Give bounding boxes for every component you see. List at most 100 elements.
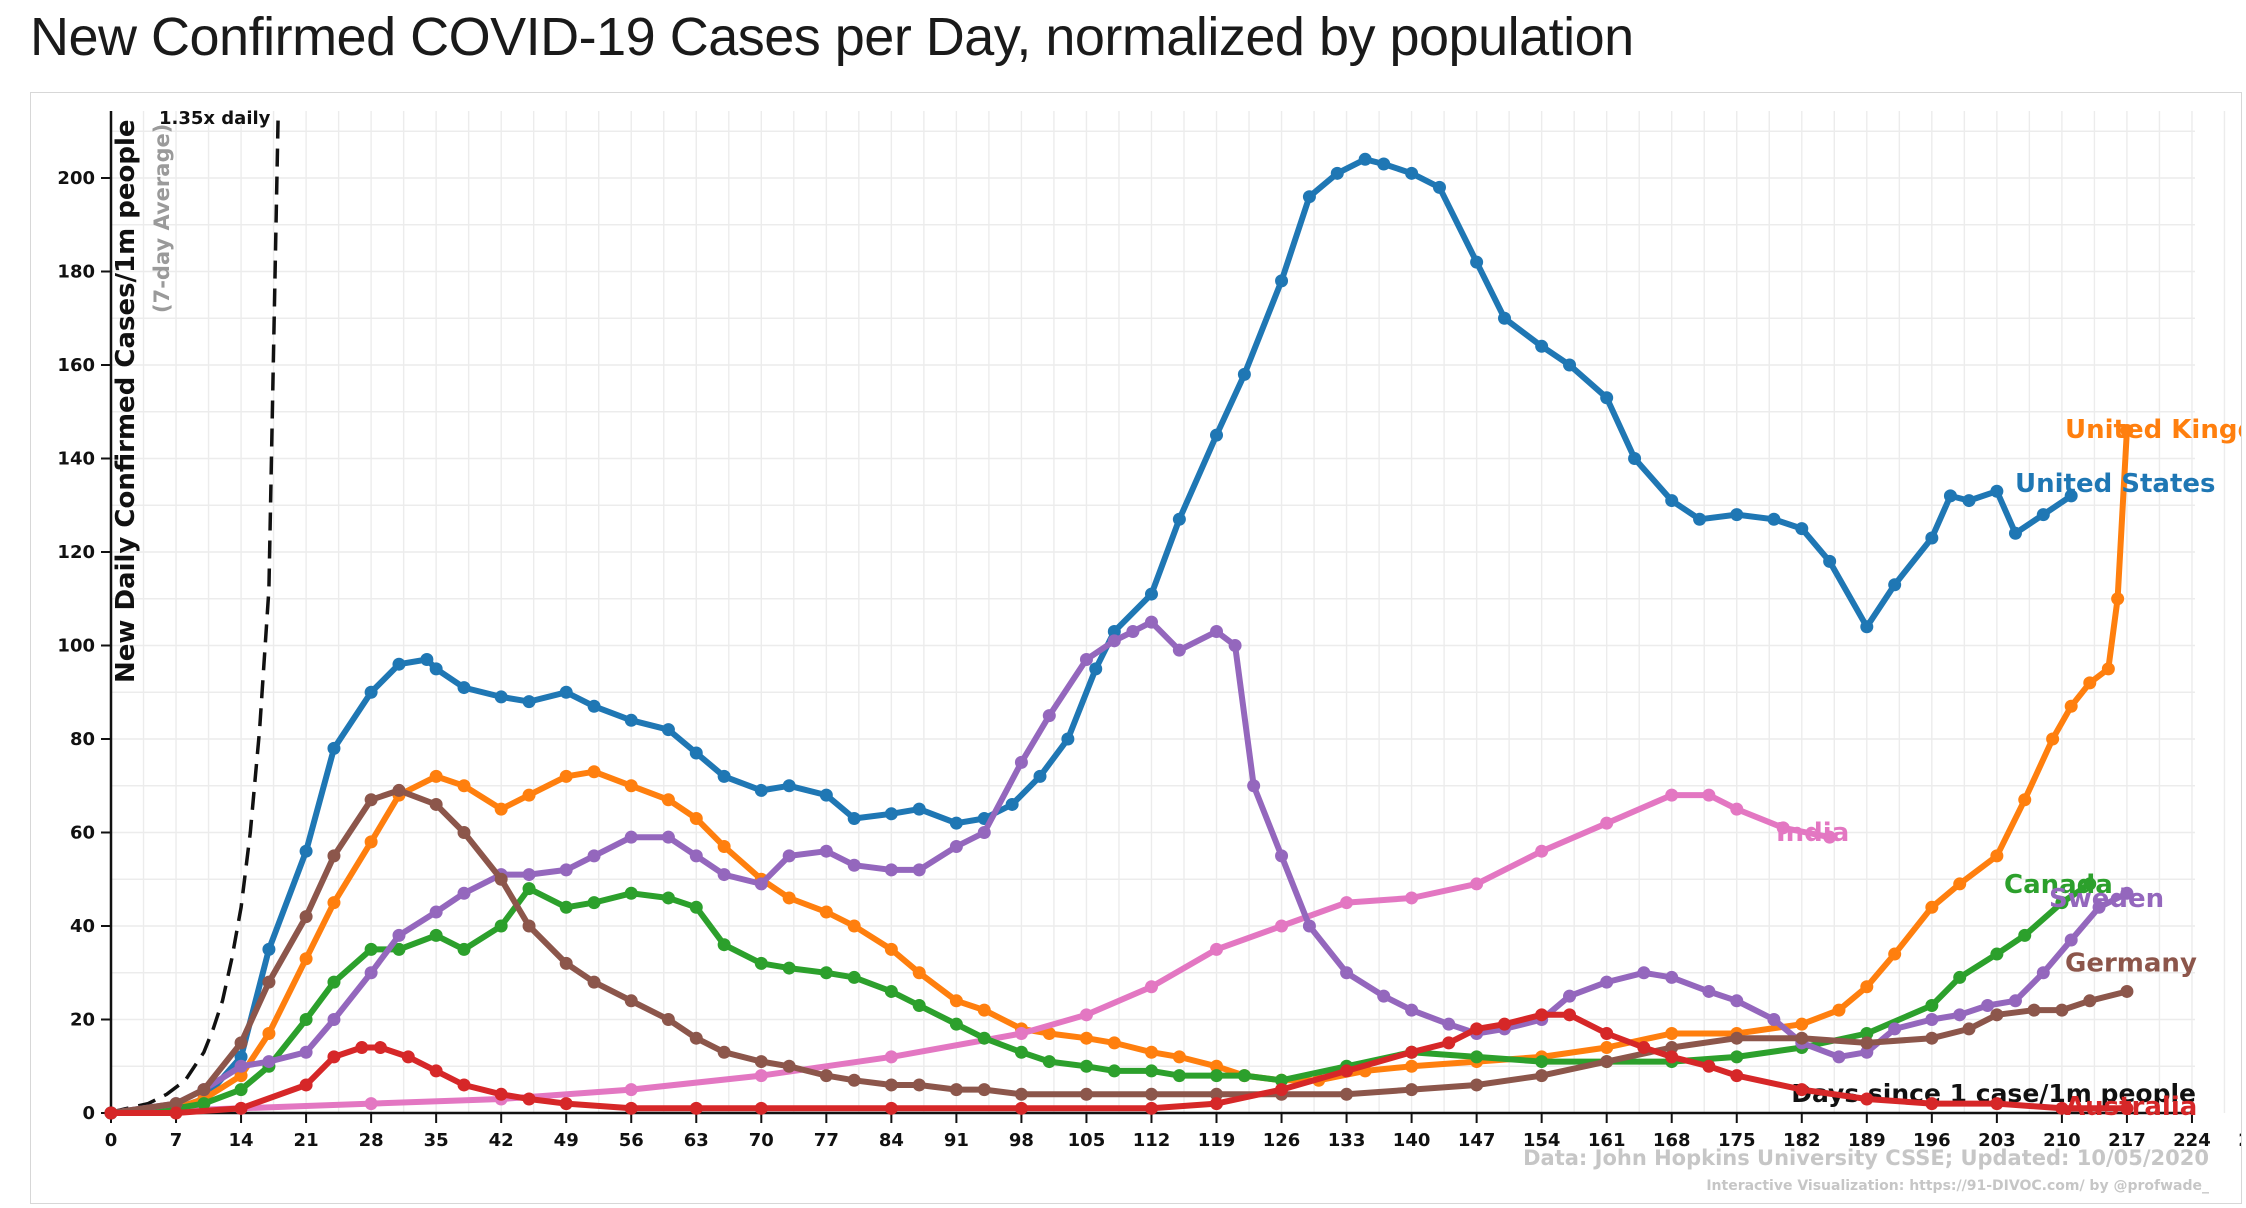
x-tick-label: 63 — [684, 1130, 709, 1151]
data-point — [1953, 877, 1967, 891]
data-point — [401, 1050, 415, 1064]
data-point — [1210, 624, 1224, 638]
data-point — [522, 788, 536, 802]
data-point — [819, 905, 833, 919]
line-chart: 0 7 14 21 28 35 42 49 56 63 70 77 84 91 98 105 112 119 126… — [57, 108, 2241, 1194]
data-point — [522, 882, 536, 896]
data-point — [1962, 494, 1976, 508]
data-point — [1628, 452, 1642, 465]
data-point — [327, 1050, 341, 1064]
data-point — [1126, 624, 1140, 638]
data-point — [2092, 900, 2106, 914]
data-point — [754, 1055, 768, 1069]
data-point — [1340, 896, 1354, 910]
data-point — [494, 690, 508, 704]
data-point — [1144, 1101, 1158, 1115]
data-point — [2027, 1003, 2041, 1017]
data-point — [1405, 166, 1419, 180]
data-point — [1377, 989, 1391, 1003]
data-point — [522, 1092, 536, 1106]
series-label-united-states: United States — [2015, 469, 2216, 499]
x-tick-label: 105 — [1068, 1130, 1106, 1151]
data-point — [559, 685, 573, 699]
x-tick-label: 28 — [359, 1130, 384, 1151]
data-point — [559, 900, 573, 914]
data-point — [949, 1083, 963, 1097]
data-point — [1107, 624, 1121, 638]
y-tick-label: 120 — [57, 542, 95, 563]
data-point — [819, 1069, 833, 1083]
data-point — [1144, 615, 1158, 629]
data-point — [234, 1101, 248, 1115]
data-point — [1498, 311, 1511, 325]
data-point — [420, 653, 434, 667]
data-point — [327, 896, 341, 910]
x-tick-label: 77 — [814, 1130, 839, 1151]
data-point — [1014, 1027, 1028, 1041]
data-point — [1470, 877, 1484, 891]
data-point — [624, 1083, 638, 1097]
data-point — [912, 998, 926, 1012]
data-point — [299, 1013, 313, 1026]
data-point — [884, 863, 898, 877]
data-point — [1990, 1008, 2004, 1022]
data-point — [689, 746, 703, 760]
series-united-states — [104, 152, 2078, 1120]
y-axis-subtitle: (7-day Average) — [150, 124, 174, 313]
data-point — [355, 1041, 369, 1055]
x-tick-label: 154 — [1523, 1130, 1561, 1151]
data-point — [661, 830, 675, 844]
data-point — [1990, 849, 2004, 863]
data-point — [1925, 1013, 1939, 1026]
data-point — [977, 1003, 991, 1017]
data-point — [1888, 1022, 1902, 1036]
data-point — [522, 868, 536, 882]
data-point — [1981, 998, 1995, 1012]
data-point — [1600, 391, 1614, 405]
data-point — [1210, 1059, 1224, 1073]
data-point — [559, 769, 573, 783]
data-point — [1498, 1017, 1511, 1031]
data-point — [2064, 699, 2078, 713]
data-point — [327, 1013, 341, 1026]
data-point — [1535, 844, 1549, 858]
data-point — [364, 966, 378, 980]
data-point — [1925, 900, 1939, 914]
data-point — [1172, 643, 1186, 657]
data-point — [1563, 358, 1577, 372]
data-point — [262, 1055, 276, 1069]
data-point — [429, 662, 443, 676]
data-point — [689, 849, 703, 863]
data-point — [1210, 1087, 1224, 1101]
data-point — [1925, 1097, 1939, 1111]
x-tick-label: 182 — [1783, 1130, 1821, 1151]
x-tick-label: 133 — [1328, 1130, 1366, 1151]
data-point — [1377, 157, 1391, 171]
reference-line-135x — [110, 112, 280, 1114]
visualization-credit: Interactive Visualization: https://91-DI… — [1706, 1178, 2209, 1194]
series-label-australia: Australia — [2065, 1092, 2197, 1122]
data-point — [1637, 966, 1651, 980]
data-point — [1107, 1064, 1121, 1078]
data-point — [1089, 662, 1103, 676]
data-point — [1795, 1031, 1809, 1045]
data-point — [1925, 531, 1939, 545]
data-point — [1144, 587, 1158, 601]
series-germany — [104, 783, 2134, 1120]
data-point — [847, 811, 861, 825]
data-point — [1665, 494, 1679, 508]
data-point — [661, 891, 675, 905]
data-point — [1061, 732, 1075, 746]
data-point — [661, 1013, 675, 1026]
data-point — [299, 952, 313, 966]
x-tick-label: 0 — [105, 1130, 118, 1151]
data-point — [689, 811, 703, 825]
data-point — [1237, 1069, 1251, 1083]
x-tick-label: 231 — [2238, 1130, 2241, 1151]
data-point — [1637, 1041, 1651, 1055]
data-point — [1795, 1083, 1809, 1097]
data-point — [1860, 1027, 1874, 1041]
data-point — [1079, 653, 1093, 667]
x-tick-label: 168 — [1653, 1130, 1691, 1151]
data-point — [1302, 919, 1316, 933]
